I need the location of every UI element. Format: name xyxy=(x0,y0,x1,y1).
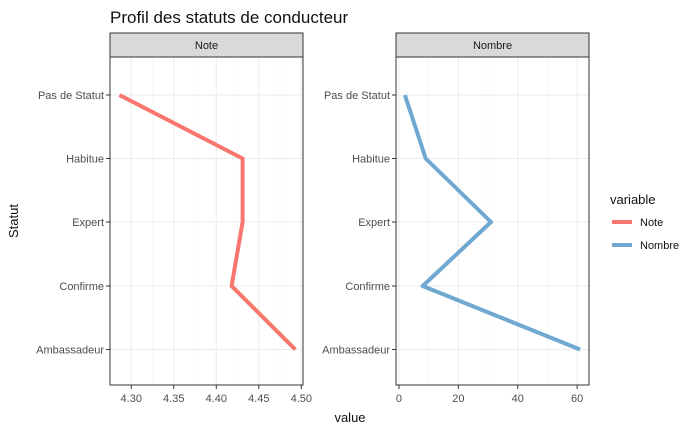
y-tick-label: Habitue xyxy=(66,154,104,166)
panel-note: 4.30 4.35 4.40 4.45 4.50 Ambassadeur Confirme E… xyxy=(36,32,312,405)
chart-title: Profil des statuts de conducteur xyxy=(110,8,348,27)
panel-nombre: 0 20 40 60 Ambassadeur Confirme Expert Habitue P… xyxy=(322,32,590,405)
facet-strip xyxy=(395,32,590,58)
legend-title: variable xyxy=(610,192,656,207)
y-tick-label: Confirme xyxy=(345,281,390,293)
y-tick-label: Ambassadeur xyxy=(322,345,390,357)
x-tick-label: 40 xyxy=(512,393,524,405)
x-tick-label: 4.45 xyxy=(248,393,269,405)
legend-label-note: Note xyxy=(640,217,663,229)
y-tick-label: Ambassadeur xyxy=(36,345,104,357)
facet-strip xyxy=(109,32,304,58)
series-line-nombre xyxy=(402,94,581,352)
x-tick-label: 4.35 xyxy=(163,393,184,405)
x-tick-label: 4.50 xyxy=(291,393,312,405)
x-tick-label: 4.30 xyxy=(121,393,142,405)
x-tick-label: 20 xyxy=(452,393,464,405)
x-axis-title: value xyxy=(334,410,365,425)
series-line-note xyxy=(118,93,297,351)
legend: variable Note Nombre xyxy=(610,192,679,252)
x-tick-label: 4.40 xyxy=(206,393,227,405)
facet-strip-label: Nombre xyxy=(473,40,512,52)
x-tick-label: 60 xyxy=(571,393,583,405)
y-axis-title: Statut xyxy=(6,204,21,238)
y-tick-label: Expert xyxy=(72,217,104,229)
facet-panels: 4.30 4.35 4.40 4.45 4.50 Ambassadeur Confirme E… xyxy=(36,32,590,405)
y-tick-label: Pas de Statut xyxy=(324,90,390,102)
y-tick-label: Confirme xyxy=(59,281,104,293)
x-tick-label: 0 xyxy=(396,393,402,405)
y-tick-label: Pas de Statut xyxy=(38,90,104,102)
y-tick-label: Habitue xyxy=(352,154,390,166)
y-tick-label: Expert xyxy=(358,217,390,229)
legend-label-nombre: Nombre xyxy=(640,240,679,252)
facet-strip-label: Note xyxy=(195,40,218,52)
